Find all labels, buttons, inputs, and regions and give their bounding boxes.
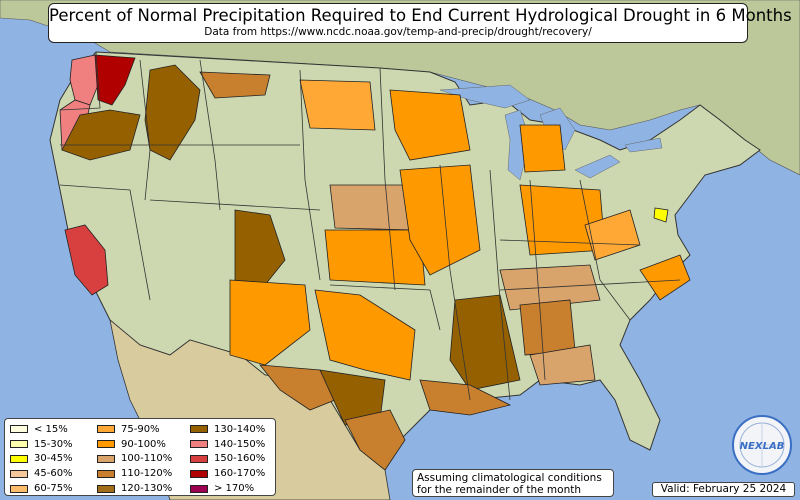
legend-item: 90-100% bbox=[97, 437, 172, 452]
region-dakotas bbox=[299, 79, 376, 131]
region-colorado bbox=[234, 209, 286, 286]
region-nm bbox=[229, 279, 311, 366]
legend-swatch bbox=[10, 440, 28, 449]
region-md-yellow bbox=[653, 207, 669, 223]
legend-item: 160-170% bbox=[190, 466, 265, 481]
legend-label: 130-140% bbox=[214, 423, 266, 435]
legend-item: 15-30% bbox=[10, 437, 73, 452]
legend-swatch bbox=[190, 440, 208, 449]
legend-label: < 15% bbox=[34, 423, 68, 435]
legend-swatch bbox=[97, 425, 115, 434]
legend-label: 90-100% bbox=[121, 438, 166, 450]
region-nc bbox=[639, 254, 691, 301]
legend-swatch bbox=[190, 469, 208, 478]
legend-label: 45-60% bbox=[34, 468, 73, 480]
region-ca-central bbox=[64, 224, 109, 296]
legend-label: 30-45% bbox=[34, 453, 73, 465]
legend-swatch bbox=[190, 454, 208, 463]
note-line-1: Assuming climatological conditions bbox=[417, 472, 602, 484]
legend-column-3: 130-140% 140-150% 150-160% 160-170% > 17… bbox=[190, 422, 265, 496]
region-wa-cascades bbox=[94, 54, 136, 106]
legend-swatch bbox=[97, 454, 115, 463]
region-idaho bbox=[144, 64, 201, 161]
legend-item: 150-160% bbox=[190, 452, 265, 467]
note-line-2: for the remainder of the month bbox=[417, 484, 582, 496]
legend-label: 75-90% bbox=[121, 423, 160, 435]
state-borders bbox=[59, 51, 681, 401]
legend-label: 140-150% bbox=[214, 438, 266, 450]
region-alabama bbox=[519, 299, 576, 356]
legend-label: 110-120% bbox=[121, 468, 173, 480]
legend-item: 100-110% bbox=[97, 452, 172, 467]
nexlab-logo: NEXLAB bbox=[732, 415, 792, 475]
legend-swatch bbox=[97, 440, 115, 449]
legend-label: 15-30% bbox=[34, 438, 73, 450]
legend-item: 30-45% bbox=[10, 452, 73, 467]
legend-label: > 170% bbox=[214, 483, 255, 495]
legend-swatch bbox=[10, 425, 28, 434]
legend-item: < 15% bbox=[10, 422, 73, 437]
legend-swatch bbox=[190, 425, 208, 434]
legend-column-1: < 15% 15-30% 30-45% 45-60% 60-75% bbox=[10, 422, 73, 496]
legend-item: 75-90% bbox=[97, 422, 172, 437]
legend-item: 110-120% bbox=[97, 466, 172, 481]
region-or-central bbox=[61, 109, 141, 161]
legend-item: 140-150% bbox=[190, 437, 265, 452]
legend-label: 160-170% bbox=[214, 468, 266, 480]
logo-text: NEXLAB bbox=[740, 441, 785, 452]
region-michigan bbox=[519, 124, 566, 173]
legend-swatch bbox=[97, 469, 115, 478]
legend-item: > 170% bbox=[190, 481, 265, 496]
legend-swatch bbox=[10, 484, 28, 493]
legend-swatch bbox=[10, 469, 28, 478]
legend-label: 120-130% bbox=[121, 483, 173, 495]
region-iowa-mo bbox=[399, 164, 481, 276]
region-nebraska bbox=[329, 184, 416, 231]
region-kansas bbox=[324, 229, 426, 286]
legend-swatch bbox=[10, 454, 28, 463]
region-tx-west bbox=[259, 364, 336, 411]
region-mn-wi bbox=[389, 89, 471, 161]
legend-swatch bbox=[190, 484, 208, 493]
legend-item: 60-75% bbox=[10, 481, 73, 496]
region-tx-east bbox=[344, 409, 406, 471]
map-subtitle: Data from https://www.ncdc.noaa.gov/temp… bbox=[204, 26, 592, 38]
region-montana bbox=[199, 71, 271, 99]
legend-label: 60-75% bbox=[34, 483, 73, 495]
region-louisiana bbox=[419, 379, 512, 416]
title-box: Percent of Normal Precipitation Required… bbox=[48, 3, 792, 43]
region-ok-tx bbox=[314, 289, 416, 381]
legend-item: 120-130% bbox=[97, 481, 172, 496]
drought-regions bbox=[59, 54, 691, 471]
legend: < 15% 15-30% 30-45% 45-60% 60-75% 75-90%… bbox=[4, 418, 276, 496]
legend-item: 130-140% bbox=[190, 422, 265, 437]
region-mississippi bbox=[449, 294, 521, 391]
assumption-note: Assuming climatological conditions for t… bbox=[412, 469, 614, 497]
legend-item: 45-60% bbox=[10, 466, 73, 481]
legend-label: 100-110% bbox=[121, 453, 173, 465]
legend-label: 150-160% bbox=[214, 453, 266, 465]
map-title: Percent of Normal Precipitation Required… bbox=[49, 6, 792, 25]
legend-column-2: 75-90% 90-100% 100-110% 110-120% 120-130… bbox=[97, 422, 172, 496]
valid-date: Valid: February 25 2024 bbox=[652, 482, 795, 497]
region-ga-fl bbox=[529, 344, 596, 386]
legend-swatch bbox=[97, 484, 115, 493]
